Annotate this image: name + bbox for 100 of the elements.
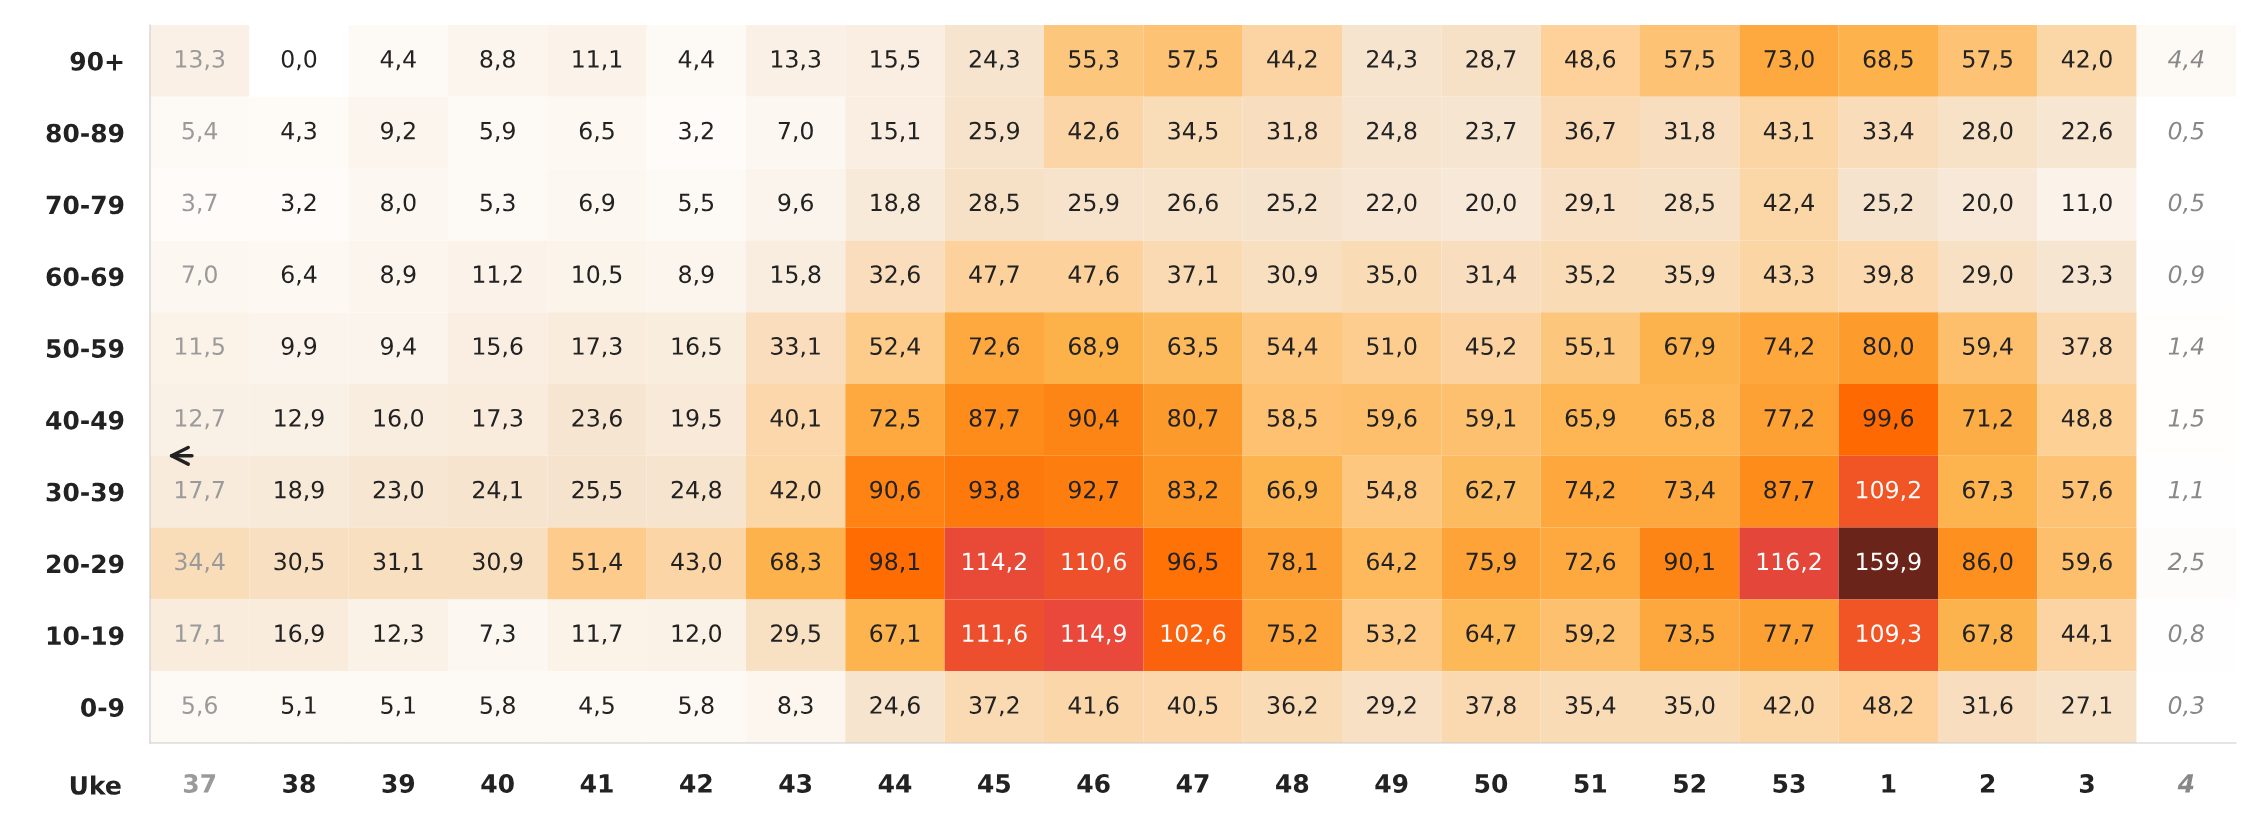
data-label: 39,8 — [1863, 265, 1913, 286]
data-label: 55,1 — [1565, 337, 1615, 358]
data-label: 41,6 — [1068, 696, 1119, 717]
data-label: 42,6 — [1068, 121, 1119, 142]
data-label: 4,4 — [678, 50, 714, 71]
data-label: 59,4 — [1963, 337, 2013, 358]
data-label: 87,7 — [1764, 480, 1814, 501]
x-tick-label: 4 — [2177, 774, 2194, 793]
data-label: 22,0 — [1367, 193, 1417, 214]
data-label: 5,1 — [282, 696, 316, 717]
data-label: 5,1 — [381, 696, 415, 717]
data-label: 71,2 — [1963, 408, 2012, 430]
data-label: 65,9 — [1565, 408, 1615, 430]
data-label: 73,4 — [1665, 480, 1715, 501]
data-label: 0,3 — [2168, 696, 2204, 717]
data-label: 35,0 — [1367, 265, 1417, 286]
data-label: 52,4 — [870, 337, 920, 358]
data-label: 24,8 — [1367, 121, 1417, 142]
x-tick-label: 43 — [779, 774, 812, 793]
data-label: 32,6 — [870, 265, 920, 286]
data-label: 59,1 — [1466, 408, 1516, 430]
data-label: 23,7 — [1466, 121, 1516, 142]
data-label: 25,2 — [1267, 193, 1317, 214]
data-label: 68,5 — [1863, 49, 1913, 71]
data-label: 1,4 — [2168, 337, 2204, 358]
data-label: 11,1 — [573, 50, 622, 71]
data-label: 75,9 — [1466, 552, 1516, 573]
data-label: 77,7 — [1764, 624, 1814, 645]
data-label: 36,2 — [1267, 696, 1317, 717]
data-label: 3,2 — [679, 121, 713, 142]
data-label: 15,8 — [771, 265, 821, 286]
x-tick-label: 38 — [283, 774, 315, 793]
data-label: 51,4 — [572, 552, 622, 573]
data-label: 73,5 — [1665, 624, 1714, 645]
data-label: 28,7 — [1466, 49, 1516, 71]
x-axis-title: Uke — [70, 775, 121, 795]
data-label: 109,2 — [1857, 480, 1920, 501]
x-tick-label: 44 — [878, 774, 912, 793]
data-label: 35,4 — [1565, 696, 1616, 717]
data-label: 72,6 — [1565, 552, 1616, 573]
data-label: 22,6 — [2062, 121, 2112, 142]
data-label: 67,9 — [1665, 337, 1715, 358]
data-label: 102,6 — [1161, 624, 1226, 645]
data-label: 30,9 — [1267, 265, 1317, 286]
data-label: 34,4 — [175, 552, 225, 573]
data-label: 1,5 — [2168, 409, 2204, 430]
data-label: 0,5 — [2168, 121, 2204, 142]
data-label: 64,2 — [1367, 552, 1416, 573]
y-tick-label: 90+ — [70, 51, 123, 71]
data-label: 98,1 — [870, 552, 920, 573]
data-label: 47,6 — [1068, 265, 1119, 286]
data-label: 25,2 — [1863, 193, 1913, 214]
x-tick-label: 1 — [1882, 774, 1896, 793]
data-label: 86,0 — [1962, 552, 2013, 573]
data-label: 9,6 — [778, 193, 813, 214]
data-label: 34,5 — [1168, 121, 1218, 142]
data-label: 5,5 — [679, 193, 714, 214]
data-label: 16,0 — [374, 408, 424, 430]
data-label: 35,9 — [1665, 265, 1715, 286]
data-label: 43,3 — [1763, 265, 1814, 286]
data-label: 67,1 — [870, 624, 920, 645]
data-label: 8,8 — [480, 49, 515, 71]
x-tick-label: 39 — [382, 774, 415, 793]
data-label: 68,3 — [771, 552, 821, 573]
data-label: 42,0 — [770, 480, 821, 501]
x-tick-label: 53 — [1773, 774, 1805, 793]
data-label: 92,7 — [1068, 480, 1118, 501]
data-label: 48,6 — [1565, 49, 1616, 71]
data-label: 66,9 — [1267, 480, 1317, 501]
data-label: 63,5 — [1168, 337, 1218, 358]
x-tick-label: 47 — [1176, 774, 1209, 793]
x-tick-label: 42 — [680, 774, 712, 793]
data-label: 11,7 — [573, 624, 622, 645]
data-label: 11,2 — [473, 265, 522, 286]
x-tick-label: 41 — [580, 774, 613, 793]
data-label: 7,0 — [182, 265, 217, 286]
data-label: 2,5 — [2167, 552, 2204, 573]
data-label: 18,8 — [871, 193, 920, 214]
data-label: 116,2 — [1757, 552, 1821, 573]
y-tick-label: 10-19 — [47, 626, 124, 646]
data-label: 17,1 — [175, 624, 224, 645]
data-label: 74,2 — [1764, 337, 1813, 358]
data-label: 96,5 — [1168, 552, 1218, 573]
data-label: 57,5 — [1168, 50, 1218, 71]
data-label: 58,5 — [1267, 408, 1317, 430]
x-tick-label: 37 — [183, 774, 216, 793]
data-label: 59,2 — [1565, 624, 1615, 645]
data-label: 13,3 — [175, 49, 225, 71]
data-label: 74,2 — [1565, 480, 1615, 501]
x-tick-label: 49 — [1375, 774, 1408, 793]
x-tick-label: 3 — [2079, 774, 2094, 793]
x-tick-label: 46 — [1077, 774, 1110, 793]
data-label: 62,7 — [1466, 480, 1516, 501]
data-label: 24,6 — [870, 696, 920, 717]
data-label: 28,5 — [969, 193, 1019, 214]
data-label: 16,9 — [275, 624, 324, 645]
data-label: 37,8 — [1466, 696, 1516, 717]
data-label: 29,0 — [1963, 265, 2013, 286]
data-label: 5,6 — [182, 696, 217, 717]
data-label: 6,5 — [579, 121, 614, 142]
